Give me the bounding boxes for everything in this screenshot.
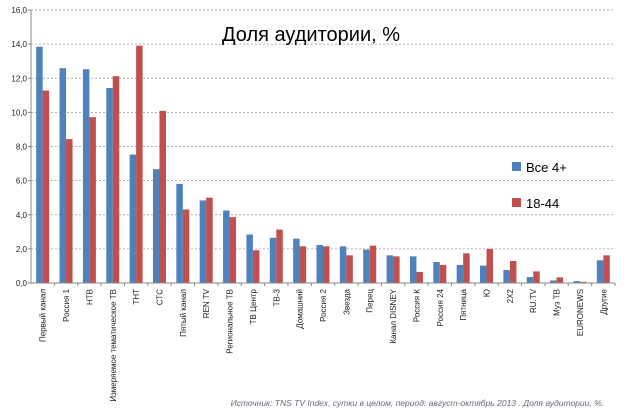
bar-all xyxy=(433,262,440,283)
bar-all xyxy=(293,238,300,283)
bar-18-44 xyxy=(486,248,494,283)
bar-all xyxy=(246,234,253,283)
x-category-label: 2Х2 xyxy=(506,288,515,303)
bar-18-44 xyxy=(112,76,120,283)
bar-18-44 xyxy=(416,271,423,283)
bar-all xyxy=(456,264,464,283)
legend-swatch-all xyxy=(512,162,521,171)
x-category-label: НТВ xyxy=(85,289,94,305)
x-category-label: REN TV xyxy=(202,288,211,318)
y-tick-label: 8,0 xyxy=(16,143,28,152)
x-category-label: Звезда xyxy=(342,288,351,314)
bar-18-44 xyxy=(229,217,237,283)
bar-18-44 xyxy=(206,197,213,283)
bar-18-44 xyxy=(603,255,610,283)
y-tick-label: 14,0 xyxy=(11,40,27,49)
bar-18-44 xyxy=(252,250,260,283)
source-note: Источник: TNS TV Index, сутки в целом, п… xyxy=(231,398,604,408)
x-category-label: ТВ-3 xyxy=(272,288,281,306)
bar-18-44 xyxy=(299,246,307,283)
bar-all xyxy=(59,68,67,283)
bar-all xyxy=(36,46,43,284)
x-category-label: Пятый канал xyxy=(179,289,188,337)
bar-all xyxy=(223,210,230,283)
bar-all xyxy=(129,154,137,283)
bar-18-44 xyxy=(346,255,353,283)
x-category-label: Ю xyxy=(483,289,492,297)
bar-18-44 xyxy=(579,281,587,283)
bar-18-44 xyxy=(276,229,283,283)
axes: 0,0 2,0 4,0 6,0 8,0 10,0 12,0 14,0 16,0 Первый ка… xyxy=(11,6,616,402)
bar-18-44 xyxy=(159,110,166,283)
bar-18-44 xyxy=(136,45,143,283)
x-category-label: Россия 24 xyxy=(436,288,445,326)
y-tick-label: 4,0 xyxy=(16,211,28,220)
bar-all xyxy=(363,249,370,283)
y-tick-label: 6,0 xyxy=(16,177,28,186)
x-category-label: Региональное ТВ xyxy=(226,289,235,354)
bar-18-44 xyxy=(533,271,540,283)
bar-18-44 xyxy=(369,245,377,283)
bar-18-44 xyxy=(323,246,330,283)
x-category-label: Канал DISNEY xyxy=(389,288,398,343)
x-category-label: RU.TV xyxy=(529,288,538,313)
bar-18-44 xyxy=(556,277,564,283)
bar-all xyxy=(316,244,323,283)
bar-all xyxy=(106,87,113,284)
x-category-label: Измеряемое тематическое ТВ xyxy=(109,289,118,402)
gridlines xyxy=(31,9,615,250)
bar-all xyxy=(269,237,277,283)
chart-title: Доля аудитории, % xyxy=(222,24,400,46)
x-category-label: Перец xyxy=(366,289,375,313)
bar-all xyxy=(503,270,510,283)
bar-all xyxy=(199,200,207,283)
x-category-label: ТВ Центр xyxy=(249,288,258,324)
x-category-label: Домашний xyxy=(296,289,305,329)
y-tick-label: 12,0 xyxy=(11,74,27,83)
x-category-label: EURONEWS xyxy=(576,289,585,336)
bar-all xyxy=(573,281,580,283)
legend-label-18-44: 18-44 xyxy=(526,196,559,211)
x-category-label: Другие xyxy=(599,288,608,314)
bar-all xyxy=(82,69,90,283)
bar-all xyxy=(339,246,347,283)
bar-18-44 xyxy=(463,253,470,283)
bar-18-44 xyxy=(66,139,73,283)
x-category-label: СТС xyxy=(155,289,164,305)
y-tick-label: 10,0 xyxy=(11,108,27,117)
bar-18-44 xyxy=(393,256,400,283)
x-category-label: Первый канал xyxy=(39,289,48,342)
bar-18-44 xyxy=(182,209,190,283)
bar-all xyxy=(176,183,183,283)
bar-all xyxy=(596,260,604,283)
bar-18-44 xyxy=(509,260,517,283)
y-tick-label: 16,0 xyxy=(11,6,27,15)
x-category-label: Россия 2 xyxy=(319,288,328,321)
x-category-label: ТНТ xyxy=(132,289,141,305)
bar-all xyxy=(409,256,417,283)
legend-swatch-18-44 xyxy=(512,198,521,207)
bars xyxy=(36,45,610,284)
x-category-label: Пятница xyxy=(459,288,468,320)
bar-all xyxy=(550,280,557,283)
legend-label-all: Все 4+ xyxy=(526,160,567,175)
bar-18-44 xyxy=(42,90,50,283)
bar-all xyxy=(480,265,487,283)
y-tick-label: 0,0 xyxy=(16,279,28,288)
bar-18-44 xyxy=(89,117,96,283)
x-category-label: Россия 1 xyxy=(62,288,71,321)
y-tick-label: 2,0 xyxy=(16,245,28,254)
bar-all xyxy=(386,255,394,283)
bar-18-44 xyxy=(439,264,447,283)
bar-all xyxy=(526,277,534,283)
x-category-label: Россия К xyxy=(412,289,421,322)
bar-all xyxy=(152,169,160,283)
x-category-label: Муз ТВ xyxy=(553,289,562,316)
